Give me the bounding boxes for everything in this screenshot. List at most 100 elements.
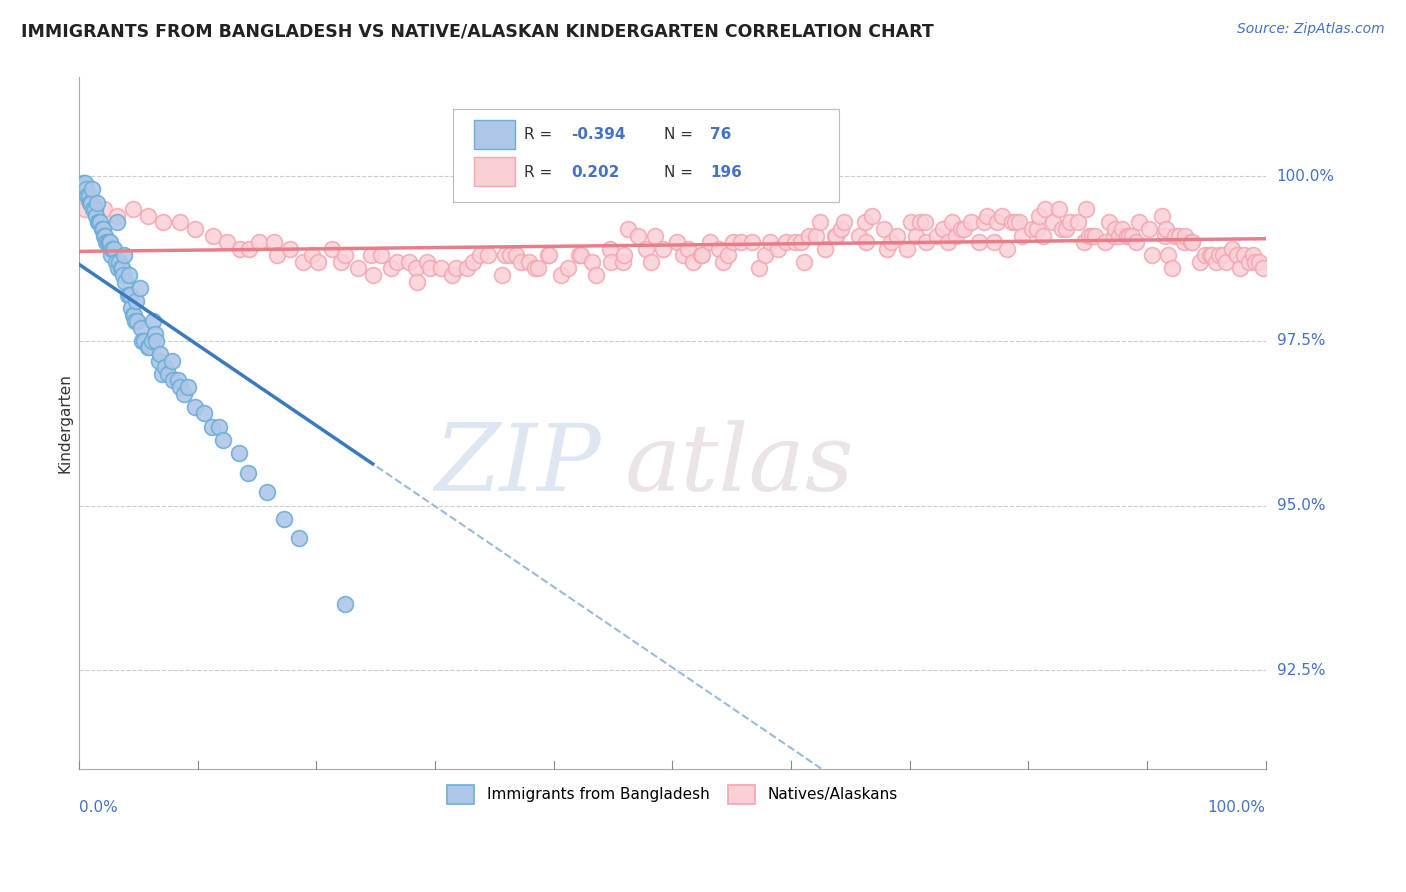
Point — [1189, 255, 1212, 269]
Point — [1104, 222, 1126, 236]
Point — [1161, 261, 1184, 276]
Point — [1042, 215, 1064, 229]
Point — [96, 235, 118, 249]
Point — [814, 242, 837, 256]
Text: 196: 196 — [710, 165, 742, 179]
Point — [1001, 215, 1024, 229]
Point — [880, 235, 903, 249]
Point — [333, 248, 356, 262]
Point — [527, 261, 550, 276]
Point — [973, 215, 995, 229]
Point — [105, 209, 128, 223]
Point — [153, 360, 176, 375]
Point — [143, 327, 166, 342]
Point — [101, 242, 124, 256]
Point — [932, 222, 955, 236]
Point — [86, 195, 108, 210]
Point — [249, 235, 271, 249]
Point — [89, 215, 111, 229]
Point — [278, 242, 301, 256]
Point — [537, 248, 560, 262]
Point — [886, 228, 908, 243]
Point — [177, 380, 200, 394]
Point — [125, 294, 148, 309]
Text: 0.202: 0.202 — [571, 165, 620, 179]
Point — [97, 235, 120, 249]
Point — [105, 215, 128, 229]
Point — [1084, 228, 1107, 243]
Point — [150, 367, 173, 381]
Point — [120, 287, 142, 301]
Point — [148, 353, 170, 368]
Point — [76, 189, 98, 203]
Text: N =: N = — [664, 128, 697, 143]
Point — [569, 248, 592, 262]
Point — [370, 248, 392, 262]
Point — [111, 261, 134, 276]
Point — [287, 532, 309, 546]
Point — [830, 222, 852, 236]
Point — [128, 281, 150, 295]
Point — [517, 255, 540, 269]
Point — [1226, 248, 1249, 262]
Point — [145, 334, 167, 348]
Point — [162, 373, 184, 387]
Point — [666, 235, 689, 249]
Point — [93, 202, 115, 216]
Point — [494, 248, 516, 262]
Point — [1081, 228, 1104, 243]
Point — [184, 400, 207, 414]
Point — [1137, 222, 1160, 236]
Point — [1174, 228, 1197, 243]
Point — [995, 242, 1018, 256]
Point — [523, 261, 546, 276]
Point — [1067, 215, 1090, 229]
Point — [1102, 228, 1125, 243]
Text: 100.0%: 100.0% — [1277, 169, 1334, 184]
Point — [114, 275, 136, 289]
Point — [804, 228, 827, 243]
Point — [636, 242, 658, 256]
Point — [976, 209, 998, 223]
Point — [1094, 235, 1116, 249]
Point — [446, 261, 468, 276]
Point — [1164, 228, 1187, 243]
Point — [256, 485, 278, 500]
Point — [141, 334, 163, 348]
Text: ZIP: ZIP — [434, 420, 602, 509]
Point — [202, 228, 225, 243]
Point — [307, 255, 329, 269]
Text: R =: R = — [524, 128, 557, 143]
Point — [1229, 261, 1251, 276]
Text: -0.394: -0.394 — [571, 128, 626, 143]
Point — [347, 261, 370, 276]
Point — [1025, 222, 1047, 236]
Point — [405, 261, 427, 276]
Point — [121, 202, 143, 216]
Point — [690, 248, 713, 262]
Point — [617, 222, 640, 236]
Point — [499, 248, 522, 262]
Point — [568, 248, 591, 262]
Point — [1032, 228, 1054, 243]
Point — [184, 222, 207, 236]
Point — [1168, 228, 1191, 243]
FancyBboxPatch shape — [453, 109, 838, 202]
Point — [91, 222, 114, 236]
Point — [910, 215, 932, 229]
Point — [333, 598, 356, 612]
Point — [1021, 222, 1043, 236]
Point — [758, 235, 780, 249]
Point — [1050, 222, 1073, 236]
Point — [766, 242, 789, 256]
Point — [983, 235, 1005, 249]
Point — [166, 373, 188, 387]
Point — [1247, 255, 1270, 269]
Text: N =: N = — [664, 165, 697, 179]
Point — [986, 215, 1008, 229]
Text: 76: 76 — [710, 128, 731, 143]
Point — [1244, 255, 1267, 269]
Point — [211, 433, 233, 447]
Point — [75, 182, 97, 196]
Point — [419, 261, 441, 276]
